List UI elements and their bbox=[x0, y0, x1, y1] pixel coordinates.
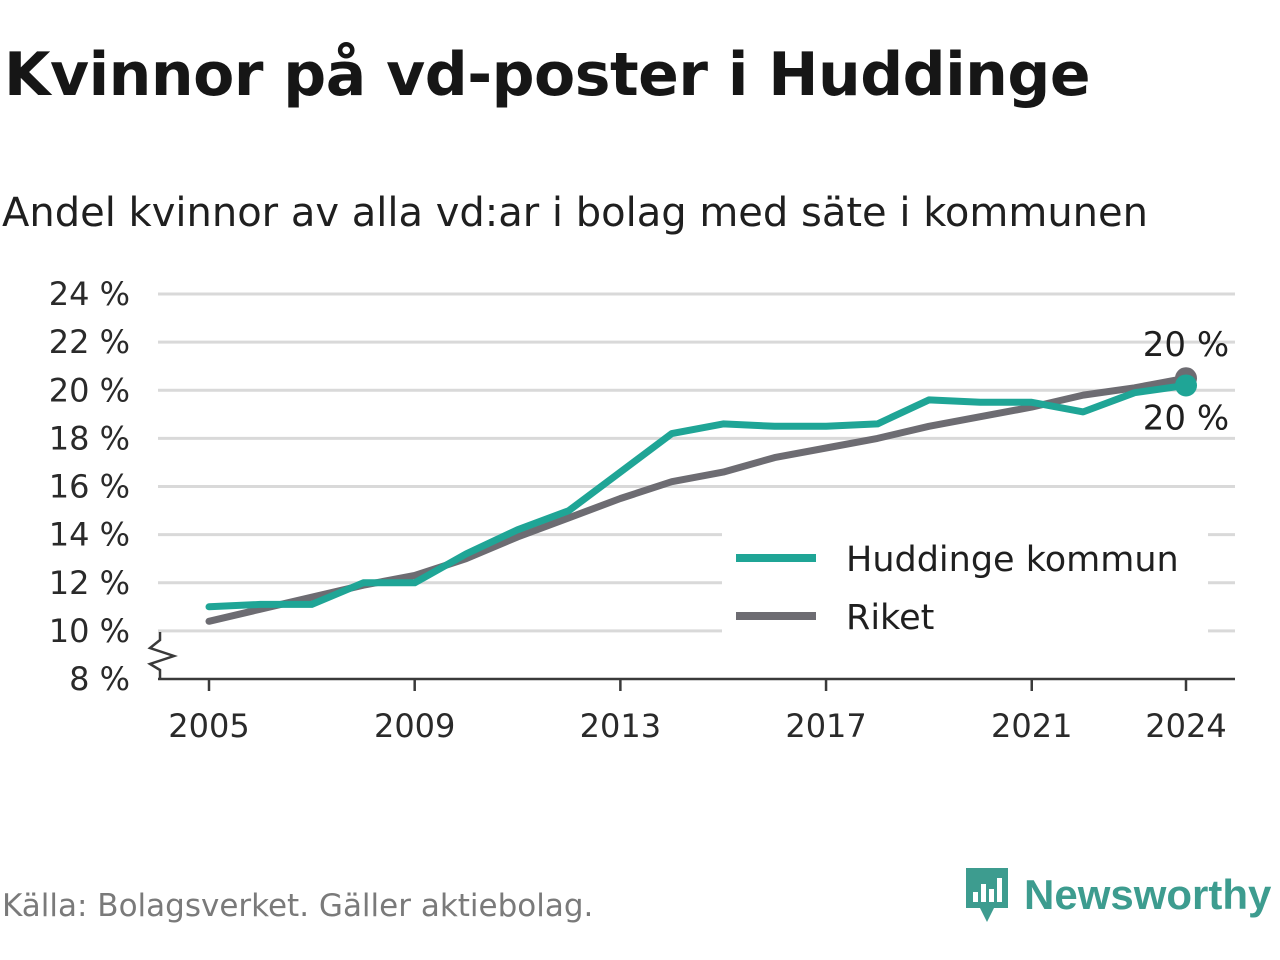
axis-break-icon bbox=[147, 632, 178, 678]
source-note: Källa: Bolagsverket. Gäller aktiebolag. bbox=[2, 888, 594, 924]
chart-subtitle: Andel kvinnor av alla vd:ar i bolag med … bbox=[2, 190, 1148, 236]
x-tick-label: 2005 bbox=[168, 707, 249, 745]
x-tick-label: 2024 bbox=[1145, 707, 1226, 745]
series-line-huddinge bbox=[205, 381, 1190, 611]
y-tick-label: 24 % bbox=[49, 275, 130, 313]
chart-title: Kvinnor på vd-poster i Huddinge bbox=[4, 40, 1091, 110]
brand-logo: Newsworthy bbox=[962, 862, 1271, 928]
y-tick-label: 12 % bbox=[49, 564, 130, 602]
end-label-riket: 20 % bbox=[1143, 325, 1229, 365]
y-tick-label: 16 % bbox=[49, 468, 130, 506]
x-tick-label: 2013 bbox=[580, 707, 661, 745]
y-tick-label: 18 % bbox=[49, 419, 130, 457]
x-tick-label: 2009 bbox=[374, 707, 455, 745]
legend-label: Riket bbox=[846, 598, 934, 638]
end-label-huddinge: 20 % bbox=[1143, 398, 1229, 438]
brand-name: Newsworthy bbox=[1024, 871, 1272, 918]
y-tick-label: 8 % bbox=[69, 660, 130, 698]
y-tick-label: 20 % bbox=[49, 371, 130, 409]
x-tick-label: 2021 bbox=[991, 707, 1072, 745]
y-tick-label: 10 % bbox=[49, 612, 130, 650]
x-tick-label: 2017 bbox=[785, 707, 866, 745]
end-point-huddinge bbox=[1175, 374, 1197, 397]
y-tick-label: 14 % bbox=[49, 516, 130, 554]
y-tick-label: 22 % bbox=[49, 323, 130, 361]
legend-label: Huddinge kommun bbox=[846, 540, 1179, 580]
newsworthy-logo-icon bbox=[966, 868, 1008, 922]
